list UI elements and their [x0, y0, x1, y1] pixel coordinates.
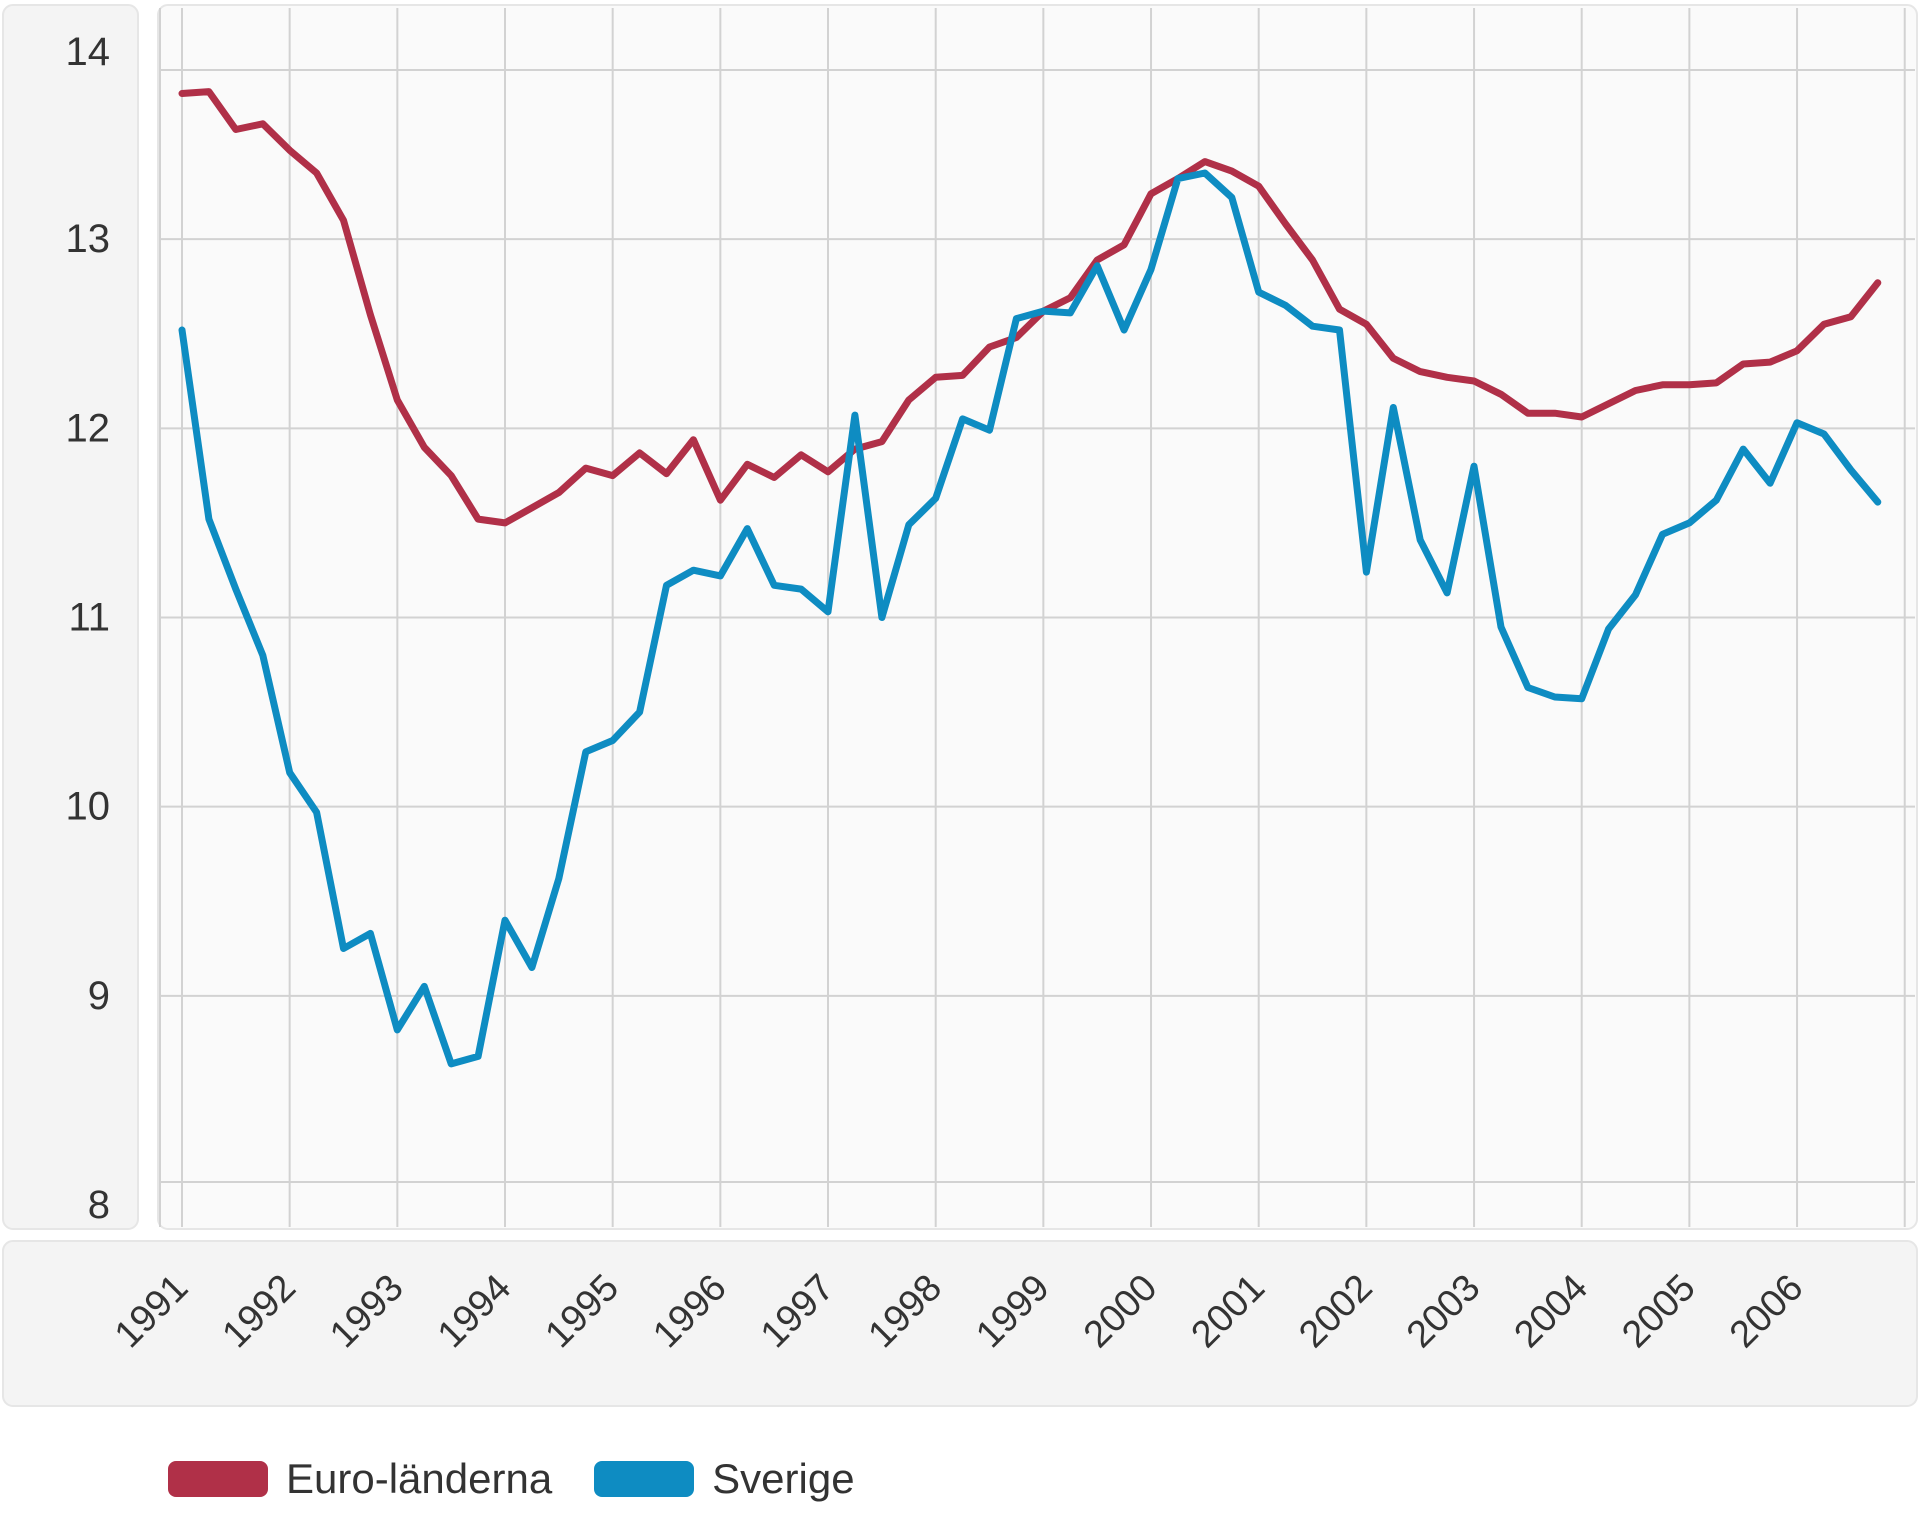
legend-label-sverige: Sverige [712, 1455, 855, 1502]
legend-item-sverige: Sverige [594, 1455, 855, 1503]
legend: Euro-länderna Sverige [168, 1455, 897, 1503]
y-tick-label: 14 [66, 30, 111, 74]
series-line-sverige [178, 169, 1882, 1068]
y-tick-label: 8 [88, 1183, 110, 1227]
grid-lines [159, 8, 1915, 1227]
y-tick-label: 11 [68, 596, 110, 640]
legend-label-euro: Euro-länderna [286, 1455, 553, 1502]
y-tick-label: 13 [66, 217, 111, 261]
legend-swatch-euro [168, 1461, 268, 1497]
series-line-euro-landerna [178, 88, 1882, 527]
series-lines [178, 88, 1882, 1068]
legend-swatch-sverige [594, 1461, 695, 1497]
x-axis-label-panel [2, 1240, 1918, 1407]
legend-item-euro: Euro-länderna [168, 1455, 552, 1503]
y-axis-ticks: 8 9 10 11 12 13 14 [66, 30, 111, 1227]
y-axis-label-panel [2, 4, 139, 1230]
y-tick-label: 10 [66, 785, 111, 829]
y-tick-label: 12 [66, 406, 111, 450]
y-tick-label: 9 [88, 974, 110, 1018]
